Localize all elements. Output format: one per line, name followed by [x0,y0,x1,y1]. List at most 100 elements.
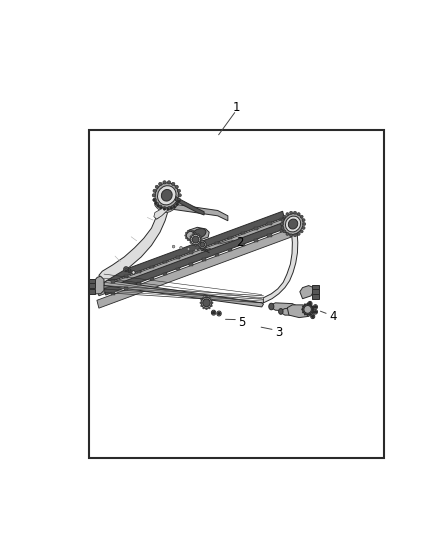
Ellipse shape [286,232,289,236]
Ellipse shape [281,227,284,229]
Ellipse shape [132,271,135,274]
Ellipse shape [219,313,220,314]
Bar [88,130,384,458]
Ellipse shape [163,208,166,210]
Ellipse shape [180,246,182,249]
Ellipse shape [203,299,210,306]
Ellipse shape [191,235,201,245]
Ellipse shape [293,211,297,214]
Ellipse shape [303,223,306,225]
Ellipse shape [167,181,171,184]
Ellipse shape [315,306,316,308]
Text: 4: 4 [329,310,337,323]
Ellipse shape [302,219,305,222]
Ellipse shape [187,248,190,251]
Ellipse shape [203,297,205,298]
Polygon shape [312,285,319,289]
Ellipse shape [205,296,207,297]
Ellipse shape [307,303,308,304]
Ellipse shape [218,312,220,315]
Ellipse shape [192,244,194,246]
Ellipse shape [153,198,156,201]
Ellipse shape [163,207,166,210]
Ellipse shape [283,215,286,218]
Bar [268,234,272,237]
Bar [163,261,167,263]
Ellipse shape [208,297,210,298]
Ellipse shape [297,213,300,215]
Ellipse shape [160,207,162,209]
Ellipse shape [302,311,304,313]
Ellipse shape [311,306,313,308]
Polygon shape [97,216,293,296]
Text: 1: 1 [233,101,240,114]
Ellipse shape [310,313,311,315]
Polygon shape [300,286,314,298]
Ellipse shape [194,237,196,239]
Ellipse shape [128,270,131,272]
Polygon shape [104,211,284,284]
Ellipse shape [194,249,197,252]
Polygon shape [312,294,319,298]
Ellipse shape [311,311,313,313]
Bar [124,276,128,278]
Ellipse shape [172,245,175,248]
Polygon shape [88,282,95,288]
Bar [124,287,128,290]
Ellipse shape [194,244,197,246]
Bar [111,280,115,282]
Ellipse shape [286,213,289,215]
Ellipse shape [300,215,303,218]
Ellipse shape [175,202,178,205]
Ellipse shape [315,311,316,312]
Bar [254,227,258,230]
Ellipse shape [213,312,214,313]
Ellipse shape [190,241,192,244]
Ellipse shape [153,199,155,201]
Ellipse shape [312,309,314,310]
Ellipse shape [283,214,303,235]
Polygon shape [94,276,104,294]
Polygon shape [175,196,204,215]
Text: 3: 3 [275,326,283,340]
Bar [176,268,180,270]
Bar [215,241,219,244]
Ellipse shape [199,241,201,244]
Ellipse shape [200,302,201,304]
Ellipse shape [297,232,300,236]
Ellipse shape [192,230,194,232]
Polygon shape [282,309,301,315]
Ellipse shape [172,205,175,208]
Polygon shape [282,225,300,235]
Text: 5: 5 [238,316,245,329]
Ellipse shape [167,208,169,211]
Ellipse shape [212,310,216,315]
Bar [176,256,180,259]
Ellipse shape [167,207,171,210]
Ellipse shape [280,223,283,225]
Ellipse shape [170,207,173,209]
Ellipse shape [197,233,199,236]
Polygon shape [99,197,170,282]
Ellipse shape [185,235,187,237]
Ellipse shape [187,239,189,241]
Ellipse shape [187,230,189,232]
Ellipse shape [128,269,131,273]
Ellipse shape [208,308,210,309]
Ellipse shape [124,266,128,272]
Polygon shape [154,197,176,219]
Ellipse shape [192,233,194,236]
Bar [163,273,167,276]
Ellipse shape [302,227,305,229]
Bar [137,282,141,285]
Polygon shape [104,223,284,295]
Ellipse shape [155,202,159,205]
Ellipse shape [269,303,274,310]
Ellipse shape [286,216,300,232]
Ellipse shape [159,205,162,208]
Ellipse shape [311,315,314,318]
Text: 2: 2 [236,236,244,249]
Ellipse shape [186,231,195,240]
Ellipse shape [312,316,314,317]
Polygon shape [188,227,209,240]
